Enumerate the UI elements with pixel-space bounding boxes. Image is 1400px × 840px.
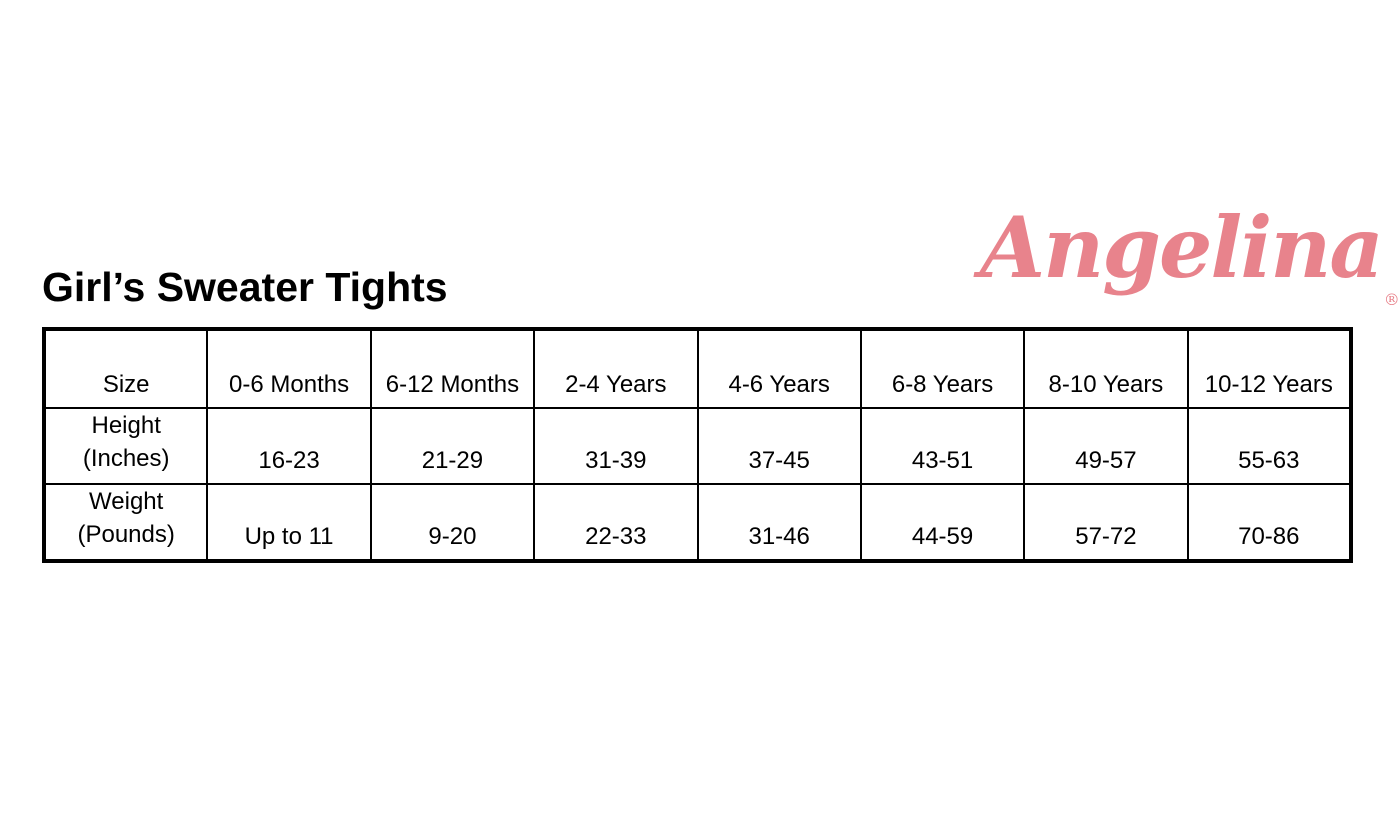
value-cell: 9-20 xyxy=(369,483,536,562)
header-cell: 8-10 Years xyxy=(1023,328,1189,409)
brand-logo: Angelina® xyxy=(980,188,1400,318)
header-cell: 10-12 Years xyxy=(1186,328,1353,409)
row-label-height: Height (Inches) xyxy=(42,407,209,485)
row-label-line: (Pounds) xyxy=(77,521,175,548)
header-cell-size: Size xyxy=(42,328,209,409)
value-cell: 22-33 xyxy=(533,483,699,562)
brand-name: Angelina xyxy=(980,198,1384,297)
registered-trademark-symbol: ® xyxy=(1383,290,1400,309)
weight-row: Weight (Pounds) Up to 11 9-20 22-33 31-4… xyxy=(42,483,1353,562)
row-label-line: (Inches) xyxy=(82,445,170,472)
size-chart-table: Size 0-6 Months 6-12 Months 2-4 Years 4-… xyxy=(42,327,1353,563)
page-title: Girl’s Sweater Tights xyxy=(42,264,448,310)
row-label-line: Height xyxy=(91,412,161,439)
header-cell: 0-6 Months xyxy=(206,328,372,409)
value-cell: 49-57 xyxy=(1023,407,1189,485)
header-cell: 6-8 Years xyxy=(859,328,1026,409)
row-label-line: Weight xyxy=(89,488,164,515)
header-cell: 6-12 Months xyxy=(369,328,536,409)
value-cell: 70-86 xyxy=(1186,483,1353,562)
value-cell: 31-39 xyxy=(533,407,699,485)
value-cell: Up to 11 xyxy=(206,483,372,562)
value-cell: 37-45 xyxy=(696,407,862,485)
header-cell: 2-4 Years xyxy=(533,328,699,409)
value-cell: 55-63 xyxy=(1186,407,1353,485)
value-cell: 16-23 xyxy=(206,407,372,485)
value-cell: 43-51 xyxy=(859,407,1026,485)
value-cell: 57-72 xyxy=(1023,483,1189,562)
height-row: Height (Inches) 16-23 21-29 31-39 37-45 … xyxy=(42,407,1353,485)
row-label-weight: Weight (Pounds) xyxy=(42,483,209,562)
value-cell: 31-46 xyxy=(696,483,862,562)
header-cell: 4-6 Years xyxy=(696,328,862,409)
size-chart-header-row: Size 0-6 Months 6-12 Months 2-4 Years 4-… xyxy=(42,328,1353,409)
value-cell: 44-59 xyxy=(859,483,1026,562)
value-cell: 21-29 xyxy=(369,407,536,485)
